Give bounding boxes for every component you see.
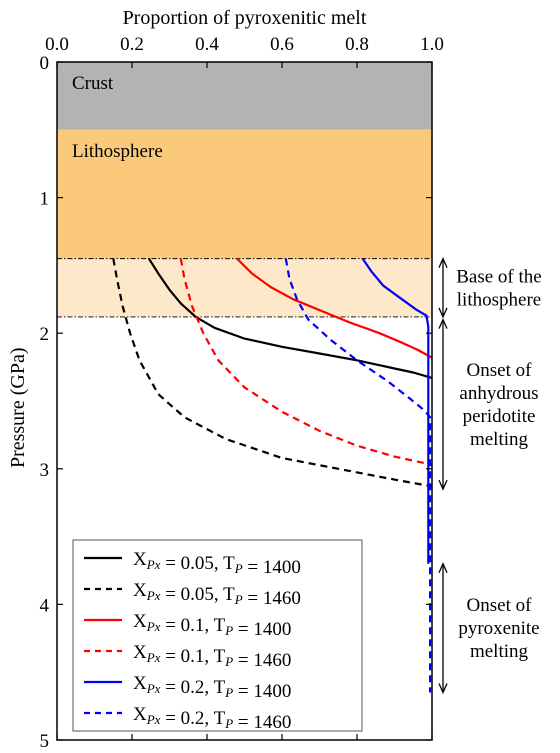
legend-text: X [133,580,147,601]
legend-subscript: Px [146,681,161,696]
legend-entry: XPx = 0.2, TP = 1460 [133,704,291,733]
x-tick-label: 1.0 [420,34,444,55]
annotation-arrow-head [438,318,448,329]
y-tick-label: 2 [40,324,50,345]
annotation-arrow-head [438,257,448,268]
x-axis: 0.0 0.2 0.4 0.6 0.8 1.0 [45,34,444,740]
layer-label: Crust [72,73,114,94]
annotation-label: anhydrous [459,383,538,404]
x-tick-label: 0.4 [195,34,219,55]
legend-text: = 0.1, T [160,615,225,636]
legend-text: = 0.05, T [160,553,235,574]
layer-label: Lithosphere [72,141,163,162]
legend-text: = 0.05, T [160,584,235,605]
legend-text: = 0.1, T [160,646,225,667]
annotation-label: Base of the [456,266,541,287]
reference-lines [57,258,432,318]
series-line [236,257,433,359]
legend-text: = 1400 [233,681,291,702]
annotation-arrow-head [438,562,448,573]
legend-text: X [133,611,147,632]
legend-subscript: Px [146,557,161,572]
series-line [284,258,432,693]
legend-subscript: P [224,654,233,669]
legend-entry: XPx = 0.05, TP = 1460 [133,580,301,609]
legend-subscript: Px [146,588,161,603]
x-tick-label: 0.6 [270,34,294,55]
legend-subscript: P [224,685,233,700]
legend-text: = 0.2, T [160,708,225,729]
series-line [147,258,433,379]
legend-subscript: Px [146,619,161,634]
y-axis: 0 1 2 3 4 5 [40,53,432,752]
legend-subscript: Px [146,712,161,727]
melt-curves [112,257,433,693]
legend-subscript: Px [146,650,161,665]
legend-text: X [133,673,147,694]
x-tick-label: 0.2 [120,34,144,55]
legend-entry: XPx = 0.05, TP = 1400 [133,549,301,578]
legend-text: = 1460 [233,712,291,733]
legend-subscript: P [224,623,233,638]
legend-text: X [133,549,147,570]
y-tick-label: 1 [40,189,50,210]
x-tick-label: 0.0 [45,34,69,55]
x-tick-label: 0.8 [345,34,369,55]
series-line [361,257,430,564]
annotation-label: Onset of [467,360,533,381]
annotation-label: melting [470,641,529,662]
legend-text: X [133,642,147,663]
annotation-arrow-head [438,307,448,319]
layer-band [57,129,432,259]
legend-subscript: P [234,592,243,607]
y-tick-label: 4 [40,595,50,616]
legend-box [72,539,363,732]
y-tick-label: 3 [40,460,50,481]
legend-text: X [133,704,147,725]
annotation-label: pyroxenite [458,618,539,639]
legend-text: = 1400 [233,619,291,640]
legend-entry: XPx = 0.1, TP = 1400 [133,611,291,640]
legend-text: = 1460 [243,588,301,609]
legend-entry: XPx = 0.2, TP = 1400 [133,673,291,702]
legend-subscript: P [224,716,233,731]
series-line [112,258,433,488]
legend-subscript: P [234,561,243,576]
legend-entry: XPx = 0.1, TP = 1460 [133,642,291,671]
annotation-arrow-head [438,683,448,695]
y-tick-label: 5 [40,731,50,752]
annotation-label: peridotite [463,406,536,427]
layer-bands: Crust Lithosphere [57,62,432,317]
x-axis-label: Proportion of pyroxenitic melt [123,7,367,29]
annotation-arrow-head [438,479,448,491]
y-tick-label: 0 [40,53,50,74]
legend-text: = 0.2, T [160,677,225,698]
annotation-label: melting [470,429,529,450]
series-line [179,258,433,466]
plot-frame [56,61,433,741]
y-axis-label: Pressure (GPa) [7,348,29,469]
legend-text: = 1460 [233,650,291,671]
layer-band [57,62,432,130]
legend-text: = 1400 [243,557,301,578]
annotation-label: lithosphere [457,289,541,310]
annotation-label: Onset of [467,595,533,616]
